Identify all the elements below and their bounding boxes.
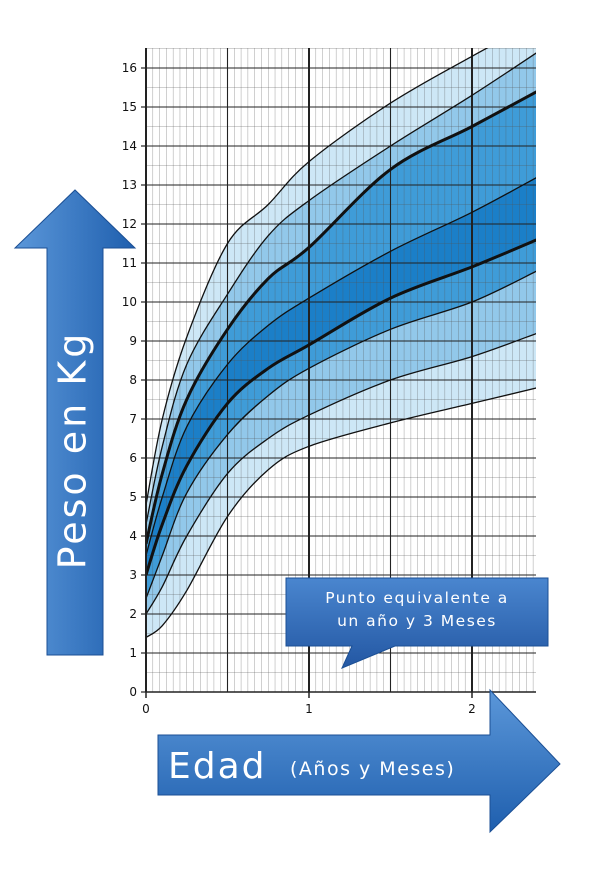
x-tick-label: 0 <box>142 702 150 716</box>
percentile-curve-5 <box>146 177 536 556</box>
callout: Punto equivalente a un año y 3 Meses <box>285 577 549 669</box>
x-tick-labels: 0 1 2 <box>142 692 476 716</box>
y-tick-label: 2 <box>129 607 137 621</box>
y-tick-label: 13 <box>122 178 137 192</box>
y-tick-label: 4 <box>129 529 137 543</box>
y-axis-arrow: Peso en Kg <box>13 189 137 656</box>
callout-line-1: Punto equivalente a <box>325 589 509 607</box>
percentile-curve-2 <box>146 332 536 615</box>
x-tick-label: 2 <box>468 702 476 716</box>
y-tick-label: 9 <box>129 334 137 348</box>
y-tick-label: 10 <box>122 295 137 309</box>
y-tick-label: 3 <box>129 568 137 582</box>
percentile-curve-6 <box>146 90 536 545</box>
percentile-curve-7 <box>146 52 536 525</box>
y-tick-label: 11 <box>122 256 137 270</box>
percentile-band-7 <box>146 48 536 525</box>
right-arrow-shape <box>157 688 561 834</box>
axes <box>145 48 536 693</box>
y-tick-label: 5 <box>129 490 137 504</box>
x-axis-label-main: Edad <box>168 746 267 787</box>
percentile-band-5 <box>146 92 536 556</box>
percentile-curve-8 <box>146 48 489 505</box>
percentile-curves <box>146 48 536 638</box>
percentile-curve-3 <box>146 270 536 599</box>
y-tick-label: 1 <box>129 646 137 660</box>
y-tick-label: 0 <box>129 685 137 699</box>
percentile-band-1 <box>146 333 536 638</box>
percentile-curve-1 <box>146 387 536 638</box>
x-axis-label-sub: (Años y Meses) <box>290 758 455 780</box>
y-axis-label: Peso en Kg <box>51 331 95 570</box>
percentile-band-2 <box>146 271 536 614</box>
percentile-band-4 <box>146 177 536 575</box>
y-tick-label: 14 <box>122 139 137 153</box>
x-axis-arrow: Edad (Años y Meses) <box>157 688 561 834</box>
callout-box <box>285 577 549 669</box>
x-tick-label: 1 <box>305 702 313 716</box>
y-tick-label: 12 <box>122 217 137 231</box>
y-tick-label: 7 <box>129 412 137 426</box>
callout-line-2: un año y 3 Meses <box>337 612 497 630</box>
percentile-curve-4 <box>146 238 536 576</box>
up-arrow-shape <box>13 189 137 656</box>
percentile-band-6 <box>146 53 536 544</box>
y-tick-label: 15 <box>122 100 137 114</box>
y-tick-label: 6 <box>129 451 137 465</box>
y-tick-label: 16 <box>122 61 137 75</box>
y-tick-label: 8 <box>129 373 137 387</box>
